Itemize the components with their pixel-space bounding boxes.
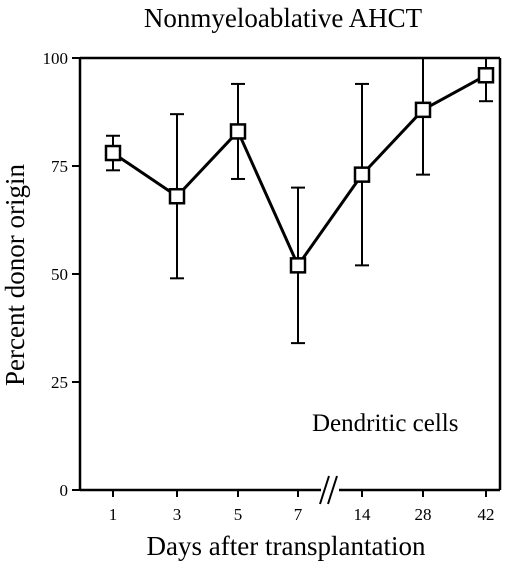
- y-tick-label: 75: [51, 157, 68, 176]
- y-axis-label: Percent donor origin: [0, 164, 30, 386]
- data-point: [168, 187, 186, 205]
- x-tick-label: 7: [294, 505, 303, 524]
- data-point: [477, 67, 495, 84]
- x-axis-label: Days after transplantation: [147, 531, 426, 561]
- x-tick-label: 3: [173, 505, 182, 524]
- error-bars: [106, 57, 493, 345]
- x-axis-ticks: 1 3 5 7 14 28 42: [109, 490, 495, 524]
- y-axis-ticks: 0 25 50 75 100: [43, 49, 80, 500]
- x-tick-label: 28: [415, 505, 432, 524]
- x-tick-label: 5: [234, 505, 243, 524]
- data-markers: [104, 67, 495, 274]
- chart-annotation: Dendritic cells: [312, 410, 458, 437]
- axis-break-marker: [319, 475, 339, 505]
- x-tick-label: 14: [354, 505, 372, 524]
- y-tick-label: 0: [60, 481, 69, 500]
- data-point: [289, 257, 307, 274]
- axis-break-slash: [319, 475, 330, 505]
- y-tick-label: 50: [51, 265, 68, 284]
- y-tick-label: 100: [43, 49, 69, 68]
- data-point: [353, 166, 371, 183]
- data-point: [414, 101, 432, 119]
- x-tick-label: 1: [109, 505, 118, 524]
- data-point: [104, 144, 122, 162]
- axis-break-slash: [327, 475, 338, 505]
- data-point: [229, 123, 247, 140]
- x-tick-label: 42: [478, 505, 495, 524]
- chart-title: Nonmyeloablative AHCT: [144, 3, 423, 33]
- y-tick-label: 25: [51, 373, 68, 392]
